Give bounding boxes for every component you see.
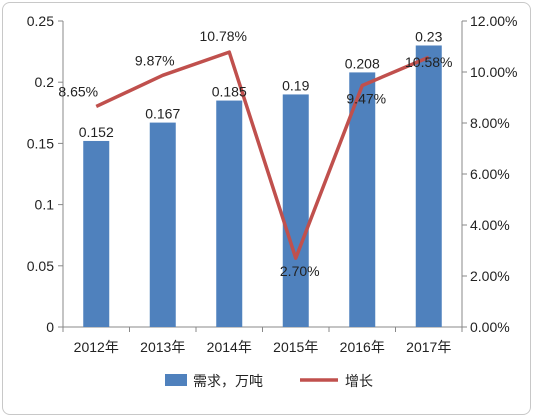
demand-bar-data-label: 0.185 <box>212 84 247 100</box>
growth-data-label: 9.47% <box>346 91 386 107</box>
right-axis-tick-label: 6.00% <box>470 166 510 182</box>
growth-data-label: 8.65% <box>58 83 98 99</box>
x-axis-category-label: 2015年 <box>273 339 318 355</box>
left-axis-tick-label: 0.2 <box>35 74 55 90</box>
left-axis-tick-label: 0.25 <box>27 13 54 29</box>
left-axis-tick-label: 0.05 <box>27 258 54 274</box>
legend-swatch-demand <box>165 374 187 386</box>
demand-bar-data-label: 0.167 <box>145 106 180 122</box>
demand-bar <box>149 122 176 327</box>
demand-bar <box>83 140 110 327</box>
left-axis-tick-label: 0.15 <box>27 135 54 151</box>
left-axis-tick-label: 0.1 <box>35 197 55 213</box>
demand-bar-data-label: 0.19 <box>282 77 309 93</box>
growth-data-label: 10.78% <box>200 28 247 44</box>
right-axis-tick-label: 12.00% <box>470 13 517 29</box>
demand-bar <box>282 94 309 327</box>
demand-bar-data-label: 0.208 <box>345 55 380 71</box>
growth-data-label: 2.70% <box>280 263 320 279</box>
x-axis-category-label: 2017年 <box>406 339 451 355</box>
growth-data-label: 9.87% <box>135 52 175 68</box>
x-axis-category-label: 2013年 <box>140 339 185 355</box>
x-axis-category-label: 2012年 <box>74 339 119 355</box>
right-axis-tick-label: 8.00% <box>470 115 510 131</box>
demand-bar-data-label: 0.23 <box>415 28 442 44</box>
demand-bar-data-label: 0.152 <box>79 124 114 140</box>
right-axis-tick-label: 2.00% <box>470 268 510 284</box>
demand-bar <box>349 72 376 328</box>
right-axis-tick-label: 10.00% <box>470 64 517 80</box>
x-axis-category-label: 2014年 <box>207 339 252 355</box>
demand-bar <box>216 100 243 327</box>
right-axis-tick-label: 4.00% <box>470 217 510 233</box>
legend-label-growth: 增长 <box>345 374 373 390</box>
legend-label-demand: 需求，万吨 <box>193 374 263 390</box>
demand-bar <box>415 45 442 327</box>
left-axis-tick-label: 0 <box>46 319 54 335</box>
growth-data-label: 10.58% <box>405 54 452 70</box>
growth-line <box>95 50 430 260</box>
x-axis-category-label: 2016年 <box>340 339 385 355</box>
right-axis-tick-label: 0.00% <box>470 319 510 335</box>
